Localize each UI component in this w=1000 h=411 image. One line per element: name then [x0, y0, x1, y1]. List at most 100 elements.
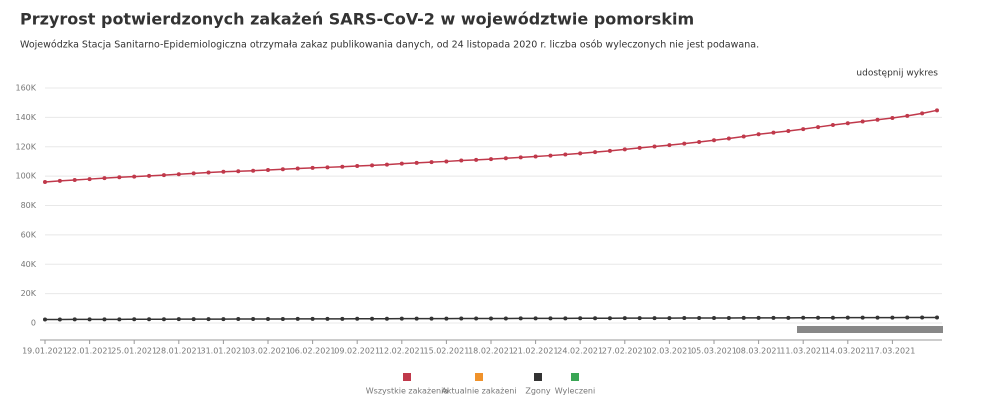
data-point — [57, 317, 62, 322]
data-point — [890, 115, 895, 120]
data-point — [830, 123, 835, 128]
x-tick-label: 02.03.2021 — [646, 347, 692, 356]
data-point — [890, 315, 895, 320]
legend-swatch — [403, 373, 411, 381]
data-point — [905, 113, 910, 118]
data-point — [444, 316, 449, 321]
data-point — [310, 165, 315, 170]
x-tick-label: 18.02.2021 — [468, 347, 514, 356]
data-point — [667, 316, 672, 321]
data-point — [176, 317, 181, 322]
data-point — [370, 316, 375, 321]
legend-swatch — [534, 373, 542, 381]
scrollbar[interactable] — [797, 326, 943, 333]
data-point — [384, 316, 389, 321]
data-point — [251, 168, 256, 173]
data-point — [384, 162, 389, 167]
series-line — [44, 109, 938, 183]
data-point — [845, 315, 850, 320]
data-point — [593, 150, 598, 155]
data-point — [593, 316, 598, 321]
data-point — [578, 151, 583, 156]
data-point — [935, 315, 939, 320]
x-tick-label: 03.02.2021 — [245, 347, 291, 356]
data-point — [191, 171, 196, 176]
data-point — [414, 316, 419, 321]
x-tick-label: 19.01.2021 — [22, 347, 68, 356]
data-point — [920, 315, 925, 320]
data-point — [251, 317, 256, 322]
data-point — [147, 317, 152, 322]
x-tick-label: 15.02.2021 — [423, 347, 469, 356]
data-point — [57, 178, 62, 183]
data-point — [905, 315, 910, 320]
x-tick-label: 17.03.2021 — [869, 347, 915, 356]
data-point — [652, 144, 657, 149]
y-tick-label: 140K — [15, 113, 36, 122]
data-point — [637, 145, 642, 150]
data-point — [132, 317, 137, 322]
x-tick-label: 27.02.2021 — [602, 347, 648, 356]
data-point — [236, 169, 241, 174]
data-point — [429, 316, 434, 321]
data-point — [920, 111, 925, 116]
data-point — [429, 160, 434, 165]
data-point — [191, 317, 196, 322]
data-point — [563, 152, 568, 157]
data-point — [830, 315, 835, 320]
data-point — [518, 316, 523, 321]
data-point — [102, 176, 107, 181]
data-point — [712, 138, 716, 143]
chart-subtitle: Wojewódzka Stacja Sanitarno-Epidemiologi… — [20, 40, 759, 51]
legend-label: Wszystkie zakażenia — [366, 387, 449, 396]
data-point — [771, 315, 776, 320]
share-link[interactable]: udostępnij wykres — [856, 69, 938, 79]
data-point — [459, 316, 464, 321]
data-point — [43, 180, 47, 184]
data-point — [266, 316, 270, 321]
data-point — [622, 147, 627, 152]
data-point — [206, 170, 211, 175]
data-point — [280, 316, 285, 321]
data-point — [875, 117, 880, 122]
data-point — [563, 316, 568, 321]
y-tick-label: 60K — [21, 230, 37, 239]
data-point — [399, 161, 404, 166]
data-point — [117, 175, 122, 180]
data-point — [533, 154, 538, 159]
data-point — [236, 317, 241, 322]
data-point — [340, 164, 345, 169]
data-point — [622, 316, 627, 321]
data-point — [786, 129, 791, 134]
x-tick-label: 24.02.2021 — [557, 347, 603, 356]
data-point — [266, 167, 270, 172]
data-point — [548, 153, 553, 158]
data-point — [355, 316, 360, 321]
data-point — [221, 317, 226, 322]
data-point — [474, 157, 479, 162]
data-point — [310, 316, 315, 321]
data-point — [741, 134, 746, 139]
data-point — [117, 317, 122, 322]
data-point — [518, 155, 523, 160]
data-point — [161, 317, 166, 322]
data-point — [756, 315, 761, 320]
data-point — [741, 315, 746, 320]
data-point — [816, 125, 821, 130]
data-point — [295, 316, 300, 321]
data-point — [801, 127, 806, 132]
data-point — [697, 316, 702, 321]
data-point — [726, 315, 731, 320]
data-point — [72, 177, 77, 182]
data-point — [712, 315, 716, 320]
data-point — [43, 317, 47, 322]
data-point — [325, 165, 330, 170]
data-point — [667, 143, 672, 148]
data-point — [860, 315, 865, 320]
y-tick-label: 40K — [21, 260, 37, 269]
data-point — [221, 169, 226, 174]
y-tick-label: 120K — [15, 142, 36, 151]
x-tick-label: 06.02.2021 — [290, 347, 336, 356]
legend-swatch — [475, 373, 483, 381]
